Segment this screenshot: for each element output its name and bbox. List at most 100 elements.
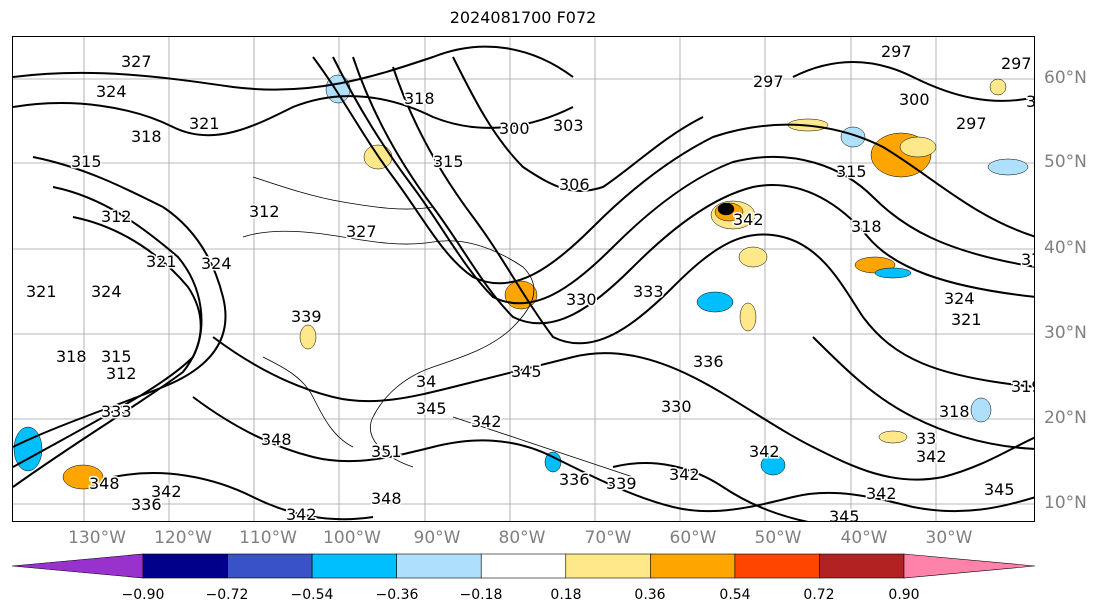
colorbar-tick: −0.54 [290, 587, 334, 603]
contour-label: 297 [956, 114, 987, 133]
colorbar-tick: 0.72 [803, 587, 835, 603]
contour-label: 345 [416, 399, 447, 418]
contour-label: 333 [101, 402, 132, 421]
colorbar-tick: −0.36 [375, 587, 419, 603]
contour-label: 342 [733, 210, 764, 229]
contour-label: 318 [851, 217, 882, 236]
colorbar-segment [819, 553, 905, 579]
contour-label: 348 [261, 430, 292, 449]
contour-label: 318 [131, 127, 162, 146]
contour-label: 333 [633, 282, 664, 301]
contour-label: 300 [899, 90, 930, 109]
lon-label-50w: 50°W [754, 528, 802, 548]
contour-label: 315 [71, 152, 102, 171]
colorbar-tick: −0.90 [121, 587, 165, 603]
contour-label: 37 [1021, 250, 1035, 269]
contour-label: 342 [669, 465, 700, 484]
lon-label-120w: 120°W [154, 528, 212, 548]
lon-label-130w: 130°W [68, 528, 126, 548]
lon-label-30w: 30°W [925, 528, 973, 548]
lat-label-20n: 20°N [1044, 408, 1087, 428]
contour-label: 324 [91, 282, 122, 301]
lon-label-90w: 90°W [413, 528, 461, 548]
contour-label: 297 [753, 72, 784, 91]
lon-label-80w: 80°W [498, 528, 546, 548]
weather-map-panel: 327 324 318 315 312 321 324 318 315 312 333 348 342 3… [12, 36, 1035, 522]
contour-label: 315 [101, 347, 132, 366]
contour-label: 33 [916, 429, 936, 448]
colorbar-segment [480, 553, 567, 579]
contour-label: 339 [291, 307, 322, 326]
contour-label: 315 [433, 152, 464, 171]
contour-label: 321 [951, 310, 982, 329]
colorbar-segment [565, 553, 651, 579]
contour-label: 297 [1001, 54, 1032, 73]
colorbar-tick: 0.90 [888, 587, 920, 603]
colorbar [11, 553, 1036, 579]
contour-label: 336 [693, 352, 724, 371]
colorbar-segment [311, 553, 397, 579]
contour-label: 312 [249, 202, 280, 221]
contour-label: 330 [566, 290, 597, 309]
contour-label: 345 [511, 362, 542, 381]
contour-label: 342 [471, 412, 502, 431]
contour-label: 342 [749, 442, 780, 461]
contour-label: 324 [96, 82, 127, 101]
lon-label-70w: 70°W [584, 528, 632, 548]
contour-label: 342 [866, 484, 897, 503]
contour-label: 330 [661, 397, 692, 416]
contour-label: 342 [916, 447, 947, 466]
lon-label-60w: 60°W [669, 528, 717, 548]
contour-label: 351 [371, 442, 402, 461]
lat-label-10n: 10°N [1044, 493, 1087, 513]
contour-label: 342 [286, 505, 317, 522]
lon-label-110w: 110°W [239, 528, 297, 548]
contour-label: 34 [416, 372, 436, 391]
contour-label: 300 [1026, 92, 1035, 111]
contour-label: 336 [131, 495, 162, 514]
lat-label-60n: 60°N [1044, 68, 1087, 88]
contour-label: 321 [26, 282, 57, 301]
contour-label: 306 [559, 175, 590, 194]
contour-label: 303 [553, 116, 584, 135]
contour-label: 318 [404, 89, 435, 108]
contour-label: 321 [146, 252, 177, 271]
contour-label: 345 [829, 507, 860, 522]
contour-label: 327 [346, 222, 377, 241]
contour-label: 312 [101, 207, 132, 226]
lon-label-40w: 40°W [840, 528, 888, 548]
contour-label: 297 [881, 42, 912, 61]
lon-label-100w: 100°W [323, 528, 381, 548]
colorbar-segment [396, 553, 482, 579]
colorbar-extend-max [903, 553, 1036, 579]
contour-label: 324 [201, 254, 232, 273]
contour-label: 345 [984, 480, 1015, 499]
map-title: 2024081700 F072 [449, 8, 597, 27]
coastlines [242, 176, 634, 478]
contour-label: 324 [944, 289, 975, 308]
colorbar-tick: 0.36 [634, 587, 666, 603]
colorbar-segment [734, 553, 820, 579]
colorbar-segment [227, 553, 313, 579]
colorbar-tick: −0.18 [459, 587, 503, 603]
colorbar-extend-min [11, 553, 144, 579]
contour-label: 348 [371, 489, 402, 508]
lat-label-50n: 50°N [1044, 152, 1087, 172]
contour-label: 339 [606, 474, 637, 493]
lat-label-30n: 30°N [1044, 323, 1087, 343]
colorbar-tick: −0.72 [205, 587, 249, 603]
contour-label: 321 [189, 114, 220, 133]
contour-label: 336 [559, 470, 590, 489]
contour-label: 327 [121, 52, 152, 71]
contour-label: 318 [56, 347, 87, 366]
colorbar-segment [142, 553, 228, 579]
contour-label: 319 [1011, 377, 1035, 396]
colorbar-tick: 0.54 [719, 587, 751, 603]
contour-label: 342 [151, 482, 182, 501]
lat-label-40n: 40°N [1044, 238, 1087, 258]
contour-label: 300 [499, 119, 530, 138]
colorbar-tick: 0.18 [550, 587, 582, 603]
contour-label: 315 [836, 162, 867, 181]
